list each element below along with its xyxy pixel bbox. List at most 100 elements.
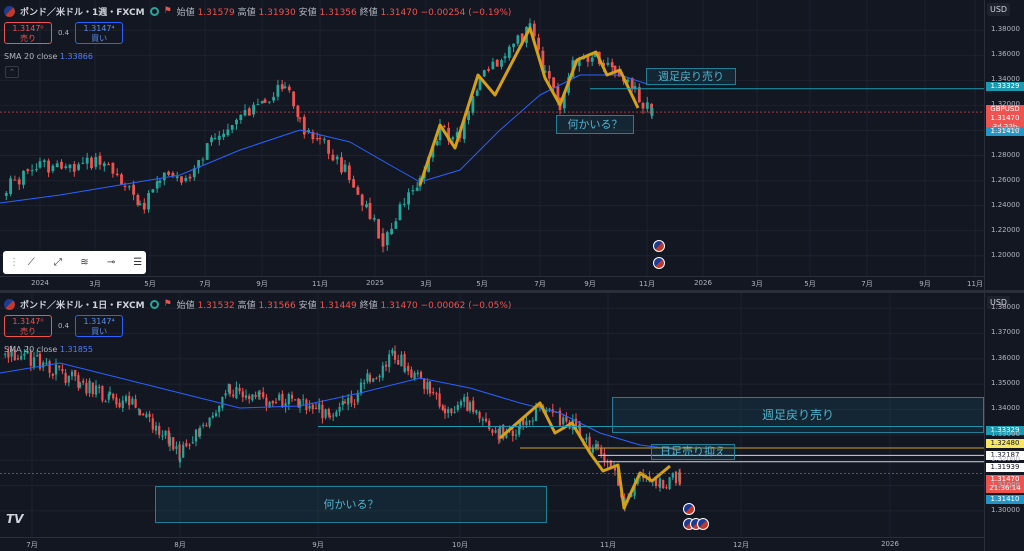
candle-body <box>311 404 314 410</box>
weekly-candlestick-chart[interactable] <box>0 0 984 276</box>
candle-body <box>552 77 555 88</box>
candle-body <box>384 364 388 367</box>
currency-button[interactable]: USD <box>987 296 1011 309</box>
ray-tool-icon[interactable]: ⤢ <box>53 256 62 268</box>
time-tick-label: 2026 <box>881 540 899 548</box>
candle-body <box>372 378 375 382</box>
level-price-label: 1.33329 <box>986 426 1024 435</box>
time-tick-label: 2024 <box>31 279 49 287</box>
candle-body <box>26 351 29 354</box>
candle-body <box>271 400 274 404</box>
time-axis[interactable]: 7月 8月 9月 10月 11月 12月 2026 <box>0 537 984 551</box>
fib-tool-icon[interactable]: ≋ <box>80 256 89 268</box>
sell-button[interactable]: 1.3147⁰ 売り <box>4 315 52 337</box>
candle-body <box>185 442 188 447</box>
candle-body <box>191 442 194 444</box>
tradingview-logo-icon[interactable]: 𝙏𝙑 <box>6 512 24 526</box>
candle-body <box>161 435 164 437</box>
flag-icon[interactable]: ⚑ <box>163 6 172 16</box>
candle-body <box>585 437 588 440</box>
candle-body <box>292 91 295 107</box>
price-tick-label: 1.33000 <box>991 429 1020 438</box>
weekly-sell-annotation[interactable]: 週足戻り売り <box>646 68 736 85</box>
candle-body <box>497 429 500 440</box>
candle-body <box>134 399 137 408</box>
daily-candlestick-chart[interactable] <box>0 293 984 537</box>
time-tick-label: 5月 <box>804 280 816 288</box>
candle-body <box>58 365 61 368</box>
horizontal-ray-icon[interactable]: ⊸ <box>106 256 116 268</box>
sma-legend[interactable]: SMA 20 close 1.31855 <box>4 345 93 354</box>
line-tool-icon[interactable]: ⟋ <box>27 256 35 268</box>
candle-body <box>118 402 121 408</box>
drag-handle-icon[interactable]: ⋮ <box>9 256 19 268</box>
daily-chart-pane[interactable]: ポンド／米ドル・1日・FXCM ⚑ 始値 1.31532 高値 1.31566 … <box>0 293 1024 551</box>
candle-body <box>674 471 678 484</box>
time-tick-label: 5月 <box>144 280 156 288</box>
candle-body <box>391 349 394 354</box>
candle-body <box>443 408 447 414</box>
candle-body <box>214 413 218 416</box>
buy-button[interactable]: 1.3147⁴ 買い <box>75 22 124 44</box>
flag-icon[interactable]: ⚑ <box>163 299 172 309</box>
sma-legend[interactable]: SMA 20 close 1.33866 <box>4 52 93 61</box>
candle-body <box>565 416 568 422</box>
candle-body <box>72 164 76 172</box>
economic-event-icon[interactable] <box>697 518 709 530</box>
candle-body <box>413 372 416 380</box>
candle-body <box>596 444 600 447</box>
low-price-label: 1.31410 <box>986 127 1024 136</box>
currency-button[interactable]: USD <box>987 3 1011 16</box>
candle-body <box>315 138 319 140</box>
candle-body <box>416 372 419 375</box>
candle-body <box>55 163 59 168</box>
menu-tool-icon[interactable]: ☰ <box>133 256 143 268</box>
sell-button[interactable]: 1.3147⁰ 売り <box>4 22 52 44</box>
candle-body <box>556 86 560 100</box>
candle-body <box>64 166 68 168</box>
candle-body <box>654 477 658 487</box>
candle-body <box>400 354 403 367</box>
time-tick-label: 11月 <box>600 541 616 549</box>
candle-body <box>221 396 224 408</box>
question-zone[interactable]: 何かいる？ <box>155 486 547 523</box>
candle-body <box>138 203 142 206</box>
candle-body <box>518 420 522 429</box>
candle-body <box>662 479 665 488</box>
collapse-legend-button[interactable]: ⌃ <box>5 66 19 78</box>
weekly-chart-pane[interactable]: ポンド／米ドル・1週・FXCM ⚑ 始値 1.31579 高値 1.31930 … <box>0 0 1024 290</box>
economic-event-icon[interactable] <box>683 503 695 515</box>
candle-body <box>137 409 140 411</box>
candle-body <box>352 179 355 188</box>
candle-body <box>22 170 25 185</box>
price-axis[interactable]: USD 1.33329 1.32480 1.32187 1.31939 1.31… <box>984 293 1024 551</box>
candle-body <box>390 228 393 235</box>
economic-event-icon[interactable] <box>653 257 665 269</box>
symbol-label: GBPUSD <box>986 105 1024 114</box>
candle-body <box>178 457 182 463</box>
candle-body <box>532 23 536 37</box>
candle-body <box>42 160 46 162</box>
last-price-label: 1.31470 21:36:14 <box>986 475 1024 493</box>
candle-body <box>467 111 470 121</box>
candle-body <box>335 156 339 160</box>
symbol-title[interactable]: ポンド／米ドル・1週・FXCM <box>20 7 145 18</box>
candle-body <box>121 400 124 409</box>
candle-body <box>188 444 191 446</box>
weekly-sell-zone[interactable]: 週足戻り売り <box>612 397 984 433</box>
question-annotation[interactable]: 何かいる？ <box>556 115 634 134</box>
candle-body <box>574 418 578 430</box>
spread-value: 0.4 <box>58 322 70 330</box>
candle-body <box>613 466 617 471</box>
candle-body <box>613 65 617 73</box>
daily-resist-annotation[interactable]: 日足売り抑え <box>651 444 735 460</box>
symbol-title[interactable]: ポンド／米ドル・1日・FXCM <box>20 300 145 311</box>
pane-divider[interactable] <box>0 290 1024 293</box>
candle-body <box>17 179 21 185</box>
candle-body <box>274 402 278 404</box>
time-axis[interactable]: 2024 3月 5月 7月 9月 11月 2025 3月 5月 7月 9月 11月 2026 3月 5月 7月… <box>0 276 984 290</box>
buy-button[interactable]: 1.3147⁴ 買い <box>75 315 124 337</box>
economic-event-icon[interactable] <box>653 240 665 252</box>
price-axis[interactable]: USD 1.33329 GBPUSD 1.314703d 22h 1.31410… <box>984 0 1024 290</box>
candle-body <box>511 430 514 436</box>
